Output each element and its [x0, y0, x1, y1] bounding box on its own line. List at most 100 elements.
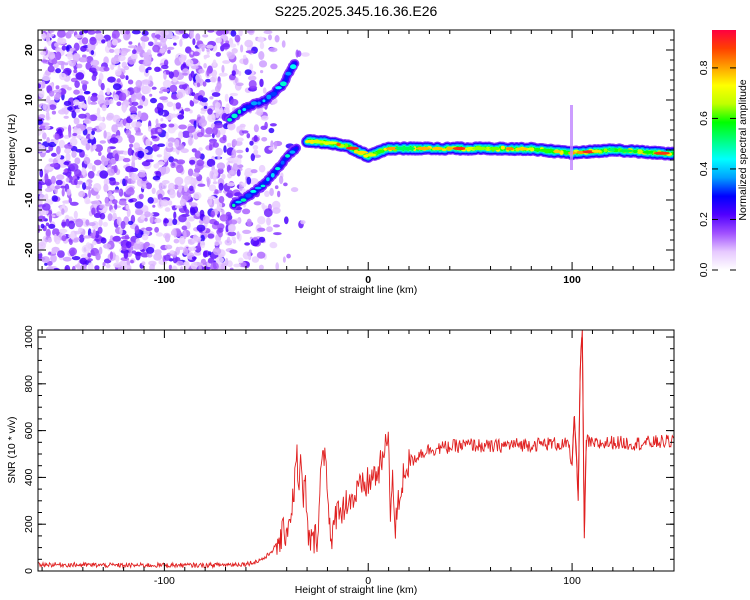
colorbar-label: Normalized spectral amplitude [737, 79, 749, 220]
noise-blob [178, 131, 184, 140]
noise-blob [90, 95, 98, 102]
noise-blob [80, 80, 88, 85]
noise-blob [56, 145, 61, 155]
noise-blob [248, 80, 257, 89]
upper-branch-spot [266, 94, 272, 100]
noise-blob [103, 66, 110, 72]
noise-blob [168, 156, 175, 163]
snr-spike [571, 330, 587, 539]
noise-blob [139, 112, 149, 122]
central-line-spot [563, 151, 570, 155]
noise-blob [269, 123, 277, 127]
noise-blob [54, 42, 60, 47]
noise-blob [203, 62, 207, 69]
noise-blob [103, 130, 107, 139]
noise-blob [227, 231, 237, 237]
noise-blob [72, 132, 78, 137]
noise-blob [236, 231, 240, 240]
noise-blob [212, 181, 218, 185]
noise-blob [38, 190, 43, 196]
noise-blob [177, 81, 186, 85]
noise-blob [192, 172, 200, 177]
noise-blob [134, 225, 140, 235]
noise-blob [290, 187, 299, 193]
noise-blob [111, 199, 118, 205]
noise-blob [169, 84, 178, 93]
noise-blob [88, 67, 97, 73]
noise-blob [261, 137, 268, 142]
noise-blob [125, 75, 129, 81]
noise-blob [113, 164, 118, 174]
noise-blob [58, 228, 68, 234]
noise-blob [228, 169, 235, 175]
noise-blob [258, 236, 266, 243]
noise-blob [96, 94, 105, 101]
noise-blob [87, 162, 93, 170]
noise-blob [244, 242, 251, 246]
noise-blob [127, 147, 133, 156]
noise-blob [54, 185, 61, 190]
noise-blob [121, 244, 127, 252]
noise-blob [63, 161, 70, 166]
noise-blob [96, 116, 104, 121]
noise-blob [55, 85, 60, 90]
noise-blob [252, 145, 259, 150]
noise-blob [196, 224, 206, 232]
noise-blob [106, 168, 116, 176]
noise-blob [53, 94, 60, 101]
noise-blob [159, 96, 168, 101]
noise-blob [106, 87, 111, 95]
noise-blob [141, 183, 147, 190]
noise-blob [64, 148, 72, 154]
noise-blob [156, 250, 162, 259]
noise-blob [74, 178, 78, 186]
noise-blob [157, 193, 163, 201]
noise-blob [73, 117, 80, 125]
noise-blob [91, 207, 96, 215]
noise-blob [66, 86, 72, 91]
noise-blob [268, 47, 278, 53]
noise-blob [214, 122, 224, 129]
noise-blob [90, 200, 98, 205]
noise-blob [65, 218, 70, 227]
noise-blob [141, 233, 149, 241]
noise-blob [79, 136, 85, 141]
noise-blob [100, 237, 107, 244]
noise-blob [114, 203, 118, 210]
lower-branch-spot [280, 160, 285, 165]
noise-blob [264, 121, 268, 129]
noise-blob [257, 216, 266, 225]
noise-blob [223, 145, 227, 153]
noise-blob [81, 37, 89, 45]
noise-blob [160, 123, 167, 129]
noise-blob [104, 196, 110, 205]
noise-blob [70, 47, 76, 51]
noise-blob [109, 178, 116, 186]
noise-blob [175, 102, 182, 110]
noise-blob [231, 139, 238, 147]
noise-blob [91, 240, 97, 246]
noise-blob [156, 154, 162, 158]
noise-blob [73, 69, 78, 74]
noise-blob [209, 76, 216, 83]
noise-blob [134, 201, 144, 209]
lower-branch-spot [250, 189, 257, 193]
central-streak [346, 146, 359, 150]
noise-blob [182, 247, 189, 256]
central-streak [608, 148, 615, 152]
noise-blob [113, 262, 122, 268]
noise-blob [231, 70, 236, 76]
noise-blob [273, 232, 282, 236]
noise-blob [179, 38, 183, 47]
central-streak [553, 149, 561, 154]
noise-blob [91, 128, 97, 132]
noise-blob [171, 265, 178, 270]
noise-blob [152, 44, 161, 53]
noise-blob [87, 139, 92, 144]
noise-blob [226, 142, 232, 148]
noise-blob [179, 235, 186, 245]
noise-blob [78, 113, 87, 119]
